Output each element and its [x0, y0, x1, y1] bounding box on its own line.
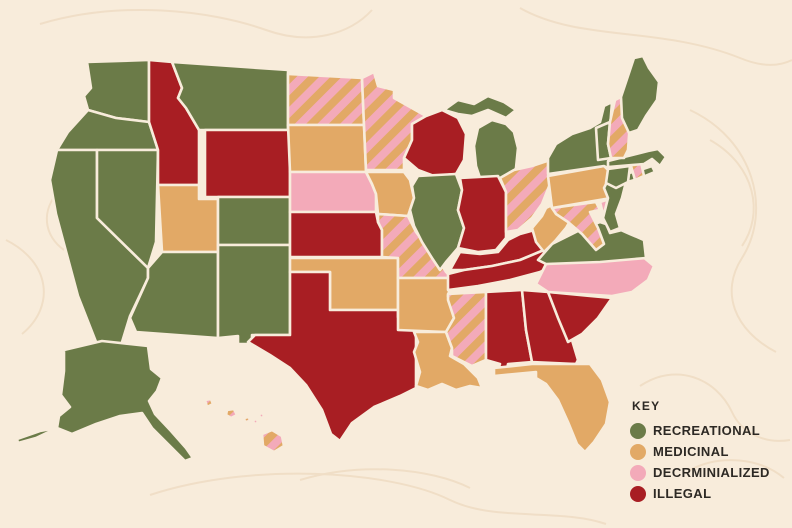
- legend-label: RECREATIONAL: [653, 423, 761, 438]
- medicinal-swatch-icon: [630, 443, 646, 460]
- state-south-dakota: [286, 123, 368, 174]
- state-north-dakota: [286, 72, 366, 127]
- legend-item-medicinal: MEDICINAL: [630, 443, 790, 460]
- legend-label: DECRMINIALIZED: [653, 465, 770, 480]
- state-maine: [619, 54, 661, 135]
- state-ohio: [498, 158, 556, 234]
- state-mississippi: [444, 290, 488, 368]
- state-north-carolina: [534, 254, 656, 298]
- state-wyoming: [203, 128, 292, 199]
- state-new-mexico: [216, 243, 292, 346]
- state-nebraska: [288, 170, 378, 214]
- state-florida: [492, 362, 612, 454]
- state-alaska: [15, 339, 195, 463]
- legend-item-illegal: ILLEGAL: [630, 485, 790, 502]
- state-wisconsin: [402, 108, 468, 178]
- state-nevada: [95, 148, 160, 270]
- state-hawaii: [203, 397, 286, 454]
- state-south-carolina: [546, 290, 614, 344]
- state-arkansas: [396, 276, 456, 334]
- state-colorado: [216, 195, 292, 247]
- recreational-swatch-icon: [630, 422, 646, 439]
- legend-label: MEDICINAL: [653, 444, 729, 459]
- illegal-swatch-icon: [630, 485, 646, 502]
- legend: KEY RECREATIONAL MEDICINAL DECRMINIALIZE…: [630, 399, 790, 506]
- legend-item-recreational: RECREATIONAL: [630, 422, 790, 439]
- state-indiana: [456, 174, 508, 254]
- states-layer: [15, 54, 668, 463]
- legend-label: ILLEGAL: [653, 486, 712, 501]
- legend-title: KEY: [632, 399, 661, 413]
- legend-item-decriminalized: DECRMINIALIZED: [630, 464, 790, 481]
- state-kansas: [288, 210, 384, 259]
- state-maryland: [550, 200, 606, 252]
- decriminalized-swatch-icon: [630, 464, 646, 481]
- state-massachusetts: [606, 147, 668, 169]
